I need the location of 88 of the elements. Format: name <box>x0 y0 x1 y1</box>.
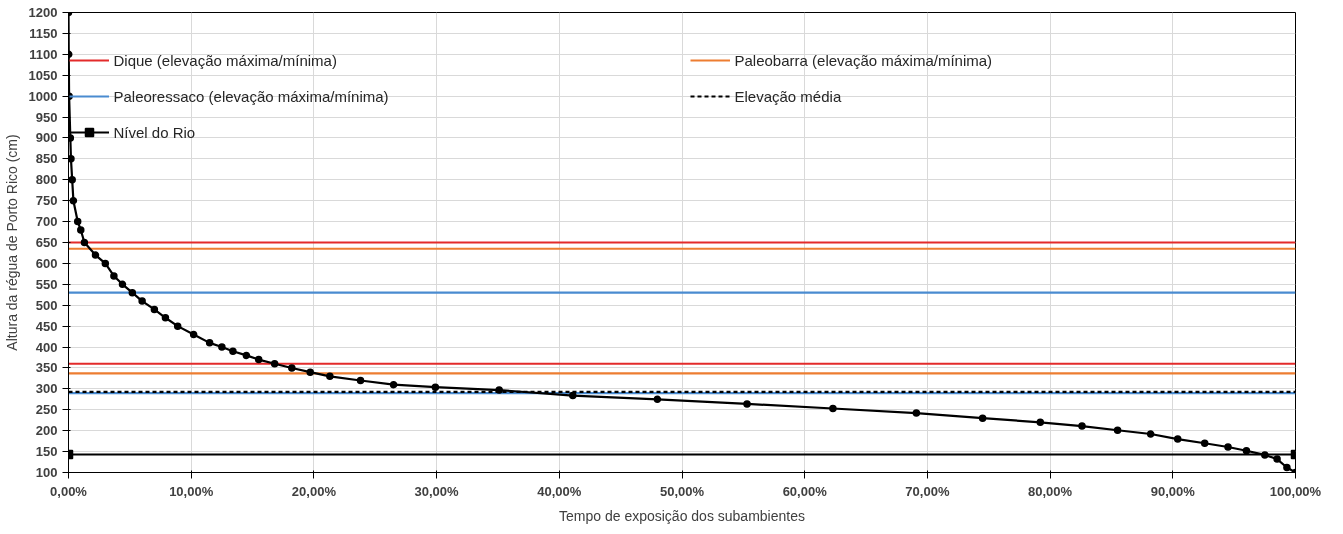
point <box>68 176 76 184</box>
y-tick-label: 400 <box>35 339 58 355</box>
point <box>326 372 334 381</box>
point <box>1078 422 1086 430</box>
point <box>101 259 110 268</box>
y-tick-label: 250 <box>35 402 58 418</box>
point <box>128 288 137 297</box>
y-tick-label: 500 <box>35 297 58 313</box>
point <box>306 368 314 376</box>
x-tick-label: 40,00% <box>537 483 582 499</box>
point <box>270 360 279 368</box>
x-axis-title: Tempo de exposição dos subambientes <box>559 507 805 524</box>
point <box>218 343 226 351</box>
point <box>1242 447 1251 455</box>
point <box>653 395 662 404</box>
point <box>1200 439 1209 447</box>
point <box>1036 418 1045 427</box>
point <box>288 364 296 372</box>
point <box>91 251 100 259</box>
point <box>242 351 251 360</box>
point <box>80 238 89 247</box>
y-tick-label: 600 <box>35 255 58 271</box>
point <box>1146 430 1155 438</box>
legend-label: Paleobarra (elevação máxima/mínima) <box>734 51 994 69</box>
x-tick-label: 100,00% <box>1269 483 1322 499</box>
point <box>356 376 365 385</box>
legend-label: Elevação média <box>734 87 843 105</box>
point <box>829 404 837 413</box>
y-tick-label: 800 <box>35 172 58 188</box>
y-tick-label: 850 <box>35 151 58 167</box>
point <box>1224 443 1232 451</box>
y-tick-label: 1200 <box>28 5 58 20</box>
point <box>229 347 237 355</box>
point <box>1261 451 1269 459</box>
x-tick-label: 0,00% <box>50 483 88 499</box>
y-tick-label: 1150 <box>29 25 58 41</box>
x-tick-label: 70,00% <box>905 483 950 499</box>
x-tick-label: 50,00% <box>659 483 705 499</box>
y-tick-label: 300 <box>35 381 58 397</box>
y-tick-label: 900 <box>35 130 58 146</box>
x-tick-label: 20,00% <box>291 483 337 499</box>
point <box>173 322 182 330</box>
x-tick-label: 60,00% <box>782 483 828 499</box>
point <box>138 297 146 305</box>
legend-label: Nível do Rio <box>113 123 197 141</box>
y-tick-label: 150 <box>35 444 58 460</box>
x-tick-label: 80,00% <box>1028 483 1073 499</box>
point <box>1173 435 1182 443</box>
point <box>1273 455 1281 463</box>
point <box>189 330 198 339</box>
y-tick-label: 700 <box>35 214 58 230</box>
y-tick-label: 1000 <box>28 88 58 104</box>
y-axis-title: Altura da régua de Porto Rico (cm) <box>3 134 20 351</box>
point <box>69 196 78 205</box>
y-tick-label: 1050 <box>28 67 58 83</box>
y-tick-label: 650 <box>35 235 58 250</box>
point <box>77 226 85 234</box>
y-tick-label: 100 <box>35 465 58 480</box>
point <box>978 414 987 422</box>
point <box>110 272 118 280</box>
y-tick-label: 450 <box>35 318 58 334</box>
y-tick-label: 750 <box>35 193 58 209</box>
legend-label: Dique (elevação máxima/mínima) <box>113 51 338 69</box>
point <box>1283 463 1291 472</box>
point <box>1113 426 1122 435</box>
point <box>431 383 440 391</box>
point <box>118 280 127 289</box>
point <box>68 155 75 163</box>
x-tick-label: 90,00% <box>1150 483 1196 499</box>
y-tick-label: 1100 <box>29 46 58 62</box>
x-tick-label: 10,00% <box>169 483 214 499</box>
point <box>150 305 159 314</box>
point <box>73 217 82 226</box>
legend-label: Paleoressaco (elevação máxima/mínima) <box>113 87 390 105</box>
point <box>912 409 921 417</box>
y-tick-label: 950 <box>35 109 58 125</box>
y-tick-label: 200 <box>35 423 58 439</box>
point <box>569 391 577 400</box>
point <box>743 400 751 408</box>
y-tick-label: 350 <box>35 360 58 376</box>
point <box>205 339 214 347</box>
point <box>495 386 503 394</box>
point <box>254 355 263 364</box>
point <box>161 314 170 322</box>
point <box>389 380 398 389</box>
point <box>68 134 75 142</box>
x-tick-label: 30,00% <box>414 483 460 499</box>
y-tick-label: 550 <box>35 276 58 292</box>
